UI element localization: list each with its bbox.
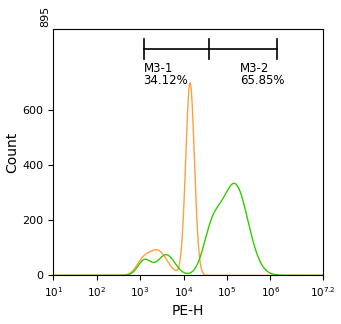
- Text: M3-1: M3-1: [144, 62, 173, 75]
- Text: 65.85%: 65.85%: [240, 74, 284, 87]
- Text: 895: 895: [41, 6, 50, 27]
- Y-axis label: Count: Count: [5, 132, 19, 173]
- Text: M3-2: M3-2: [240, 62, 269, 75]
- Text: 34.12%: 34.12%: [144, 74, 188, 87]
- X-axis label: PE-H: PE-H: [172, 305, 204, 318]
